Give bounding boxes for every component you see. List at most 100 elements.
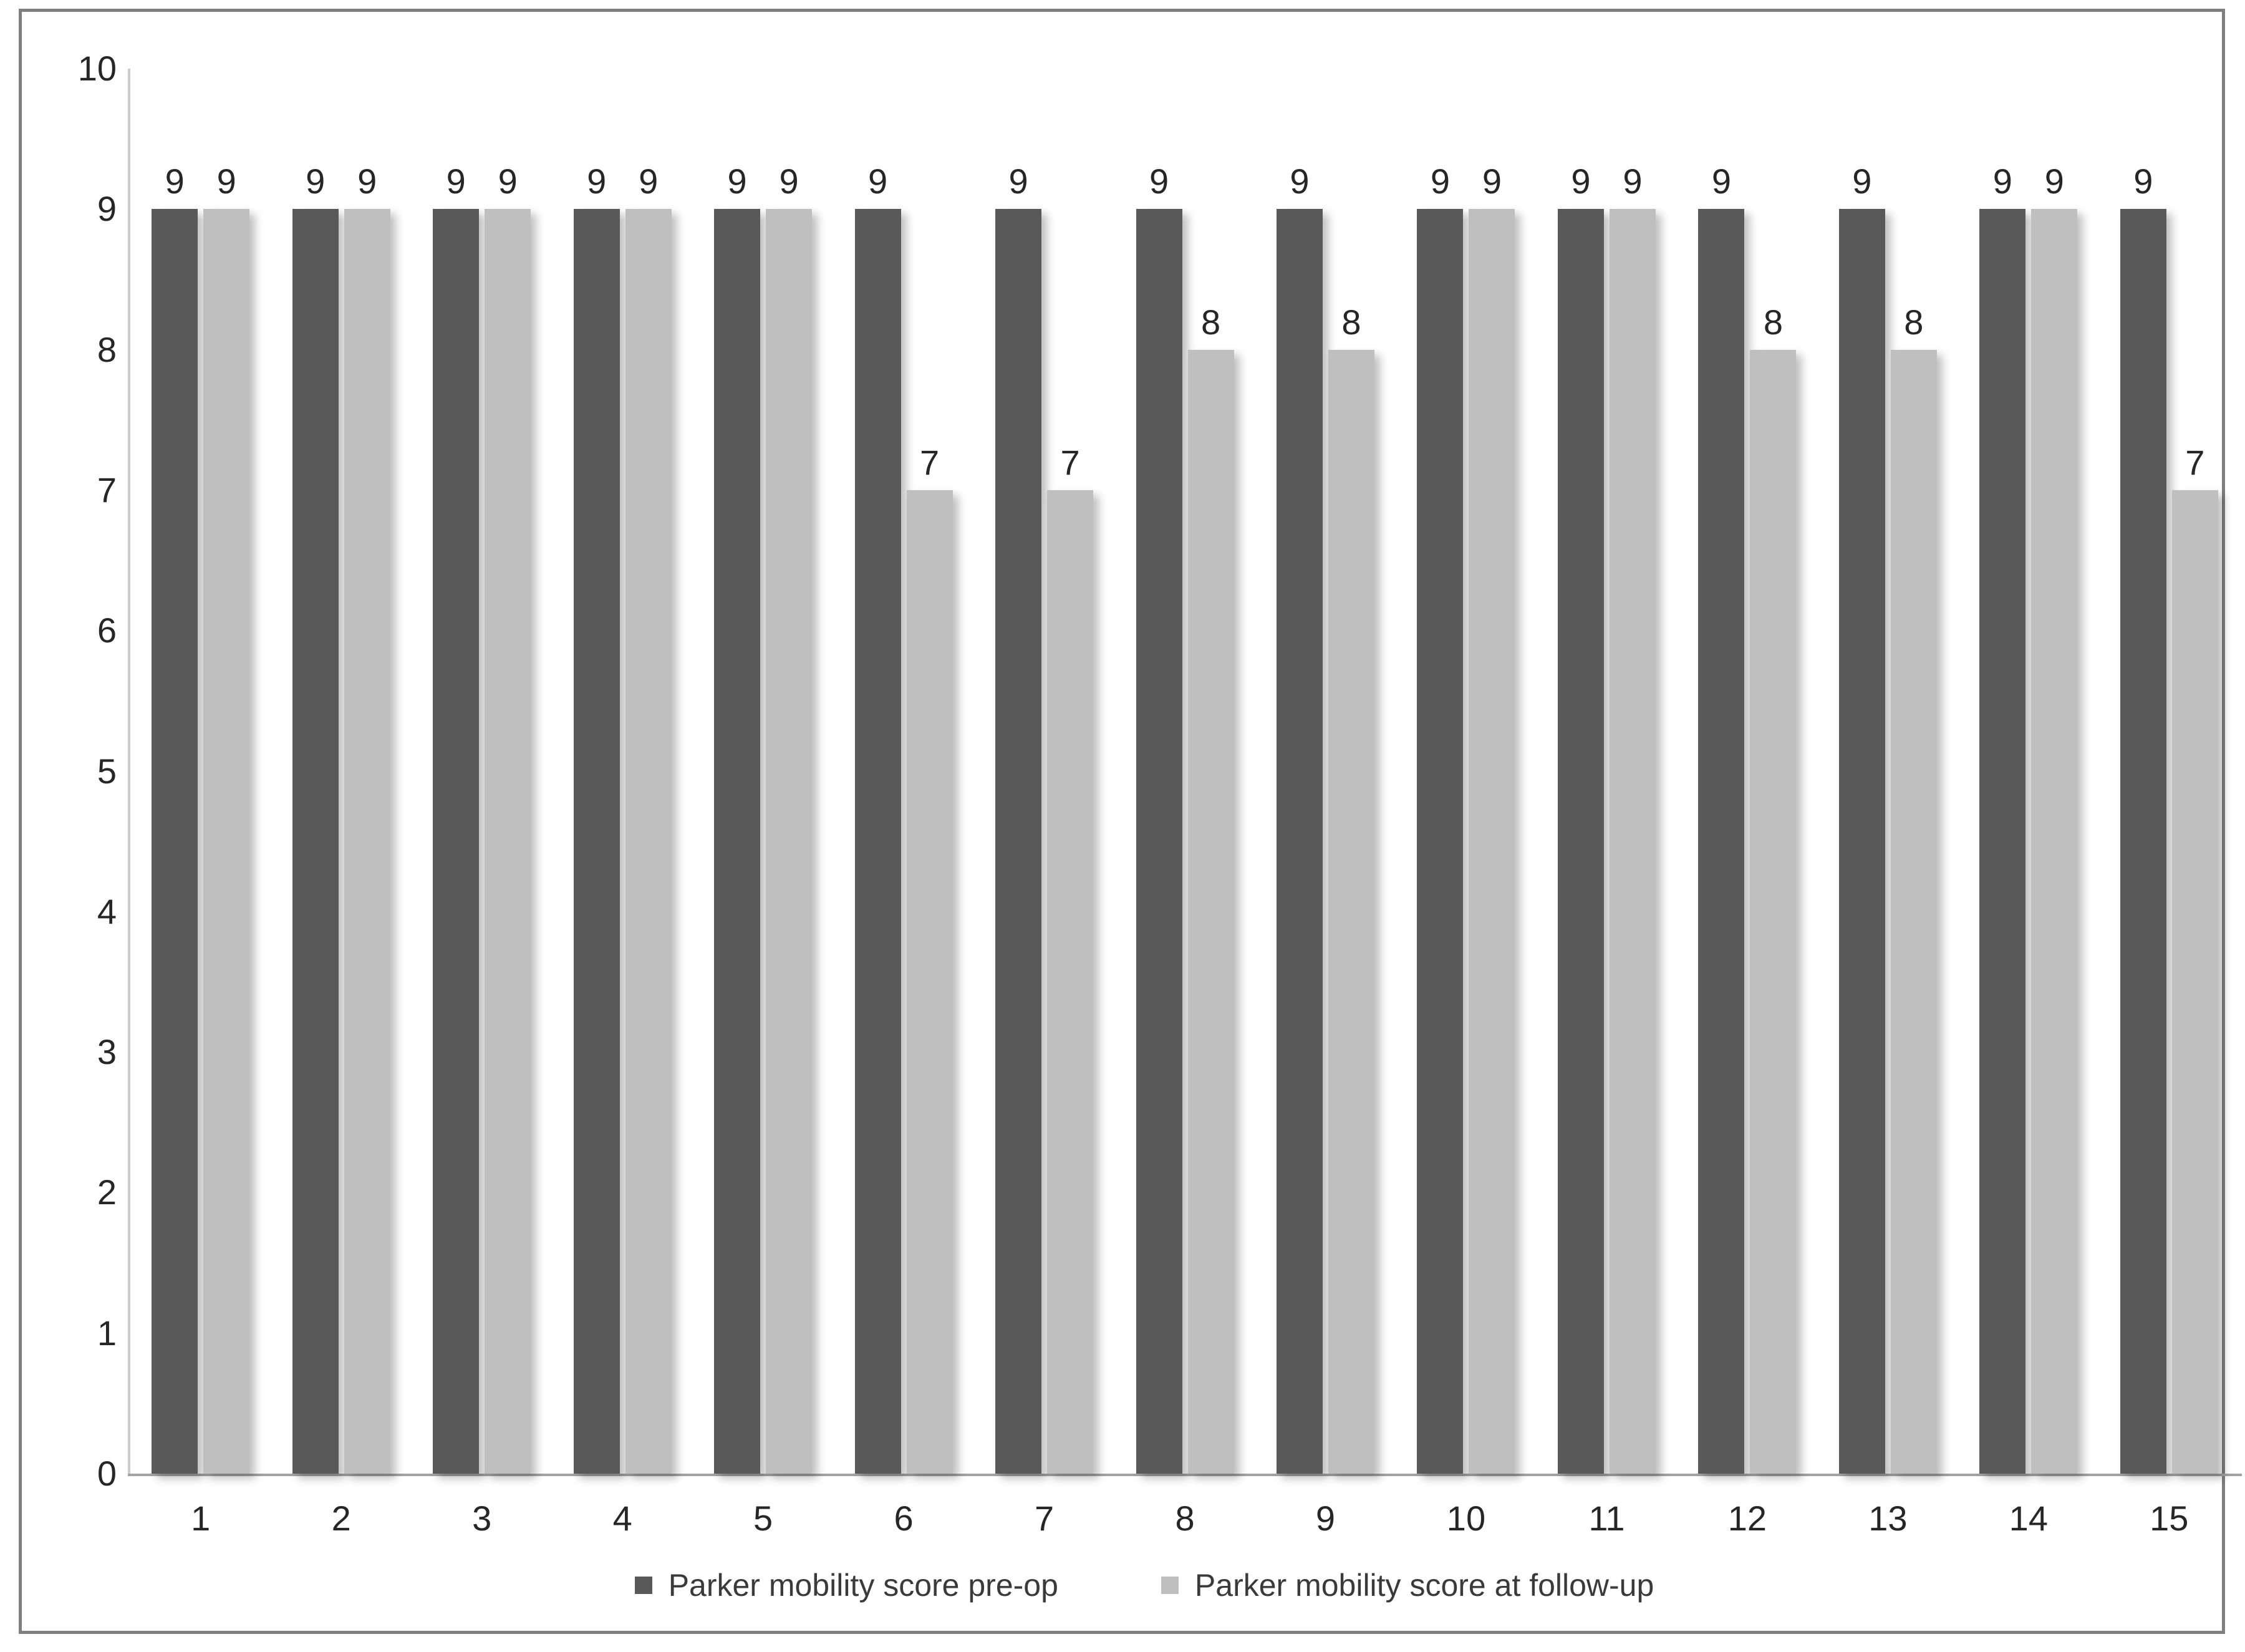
bar-pre-op: 9: [1979, 164, 2026, 1474]
x-axis-tick-labels: 1 2 3 4 5 6 7 8 9 10 11 12 13 14 15: [130, 1501, 2239, 1536]
bar-pre-op: 9: [1417, 164, 1464, 1474]
x-axis-label: 13: [1868, 1499, 1908, 1538]
y-axis-label: 10: [77, 49, 117, 88]
x-axis-label: 2: [331, 1499, 351, 1538]
bar-value-label: 9: [1992, 162, 2012, 201]
bar-value-label: 9: [1008, 162, 1028, 201]
bar-pre-op: 9: [2120, 164, 2166, 1474]
legend-marker-icon: [1161, 1577, 1179, 1594]
bar-pre-op: 9: [995, 164, 1042, 1474]
bar-value-label: 9: [357, 162, 377, 201]
bar-follow-up: 9: [203, 164, 250, 1474]
bar-follow-up: 8: [1328, 304, 1374, 1474]
y-axis-label: 6: [97, 611, 117, 650]
bar-follow-up: 9: [344, 164, 390, 1474]
bar-follow-up: 9: [485, 164, 531, 1474]
bar-value-label: 9: [1852, 162, 1872, 201]
bar-pre-op: 9: [433, 164, 480, 1474]
bar-follow-up: 9: [766, 164, 813, 1474]
x-axis-label: 15: [2150, 1499, 2189, 1538]
x-axis-label: 11: [1588, 1499, 1625, 1538]
y-axis-line: [128, 69, 130, 1476]
bar-value-label: 9: [587, 162, 607, 201]
bar-value-label: 9: [1711, 162, 1731, 201]
bar-follow-up: 8: [1750, 304, 1797, 1474]
bar-follow-up: 7: [2171, 445, 2218, 1474]
x-axis-label: 9: [1315, 1499, 1336, 1538]
y-axis-label: 2: [97, 1172, 117, 1212]
legend-marker-icon: [634, 1577, 652, 1594]
bar-pre-op: 9: [1276, 164, 1323, 1474]
bar-value-label: 9: [1149, 162, 1169, 201]
bar-value-label: 9: [1430, 162, 1451, 201]
bar-value-label: 9: [639, 162, 659, 201]
chart-legend: Parker mobility score pre-op Parker mobil…: [22, 1570, 2245, 1601]
x-axis-label: 5: [753, 1499, 773, 1538]
bar-pre-op: 9: [573, 164, 620, 1474]
x-axis-label: 1: [191, 1499, 211, 1538]
bar-follow-up: 7: [906, 445, 953, 1474]
bar-pre-op: 9: [1136, 164, 1182, 1474]
bar-follow-up: 9: [625, 164, 672, 1474]
bar-value-label: 9: [165, 162, 185, 201]
x-axis-label: 4: [612, 1499, 632, 1538]
bar-value-label: 9: [2133, 162, 2153, 201]
y-axis-label: 1: [97, 1313, 117, 1353]
legend-label: Parker mobility score pre-op: [668, 1568, 1058, 1603]
bar-value-label: 9: [1571, 162, 1591, 201]
bar-value-label: 7: [1060, 442, 1080, 482]
bar-value-label: 9: [868, 162, 888, 201]
bar-value-label: 7: [920, 442, 940, 482]
bar-value-label: 8: [1200, 302, 1221, 342]
bar-value-label: 9: [446, 162, 466, 201]
bar-value-label: 8: [1341, 302, 1361, 342]
bar-value-label: 8: [1904, 302, 1924, 342]
x-axis-label: 10: [1446, 1499, 1486, 1538]
y-axis-label: 5: [97, 751, 117, 791]
bar-value-label: 9: [306, 162, 326, 201]
bar-follow-up: 7: [1047, 445, 1094, 1474]
bar-pre-op: 9: [1698, 164, 1745, 1474]
bar-value-label: 7: [2185, 442, 2205, 482]
y-axis-label: 9: [97, 189, 117, 229]
y-axis-tick-labels: 0 1 2 3 4 5 6 7 8 9 10: [47, 51, 117, 1491]
bar-pre-op: 9: [292, 164, 339, 1474]
bar-pre-op: 9: [152, 164, 198, 1474]
bar-value-label: 9: [779, 162, 799, 201]
x-axis-label: 3: [472, 1499, 492, 1538]
bar-follow-up: 9: [1469, 164, 1515, 1474]
bar-pre-op: 9: [854, 164, 901, 1474]
x-axis-line: [128, 1474, 2242, 1476]
legend-label: Parker mobility score at follow-up: [1194, 1568, 1654, 1603]
y-axis-label: 3: [97, 1032, 117, 1072]
bar-value-label: 9: [1623, 162, 1643, 201]
bar-follow-up: 8: [1187, 304, 1234, 1474]
y-axis-label: 8: [97, 329, 117, 369]
bar-pre-op: 9: [1557, 164, 1604, 1474]
bar-follow-up: 8: [1890, 304, 1937, 1474]
x-axis-label: 6: [894, 1499, 914, 1538]
bar-follow-up: 9: [2031, 164, 2078, 1474]
bar-value-label: 9: [2044, 162, 2064, 201]
bar-pre-op: 9: [714, 164, 761, 1474]
y-axis-label: 4: [97, 891, 117, 931]
bar-value-label: 9: [1290, 162, 1310, 201]
bar-pre-op: 9: [1838, 164, 1885, 1474]
bar-value-label: 9: [1482, 162, 1502, 201]
x-axis-label: 7: [1034, 1499, 1055, 1538]
y-axis-label: 0: [97, 1454, 117, 1493]
bar-value-label: 9: [216, 162, 236, 201]
